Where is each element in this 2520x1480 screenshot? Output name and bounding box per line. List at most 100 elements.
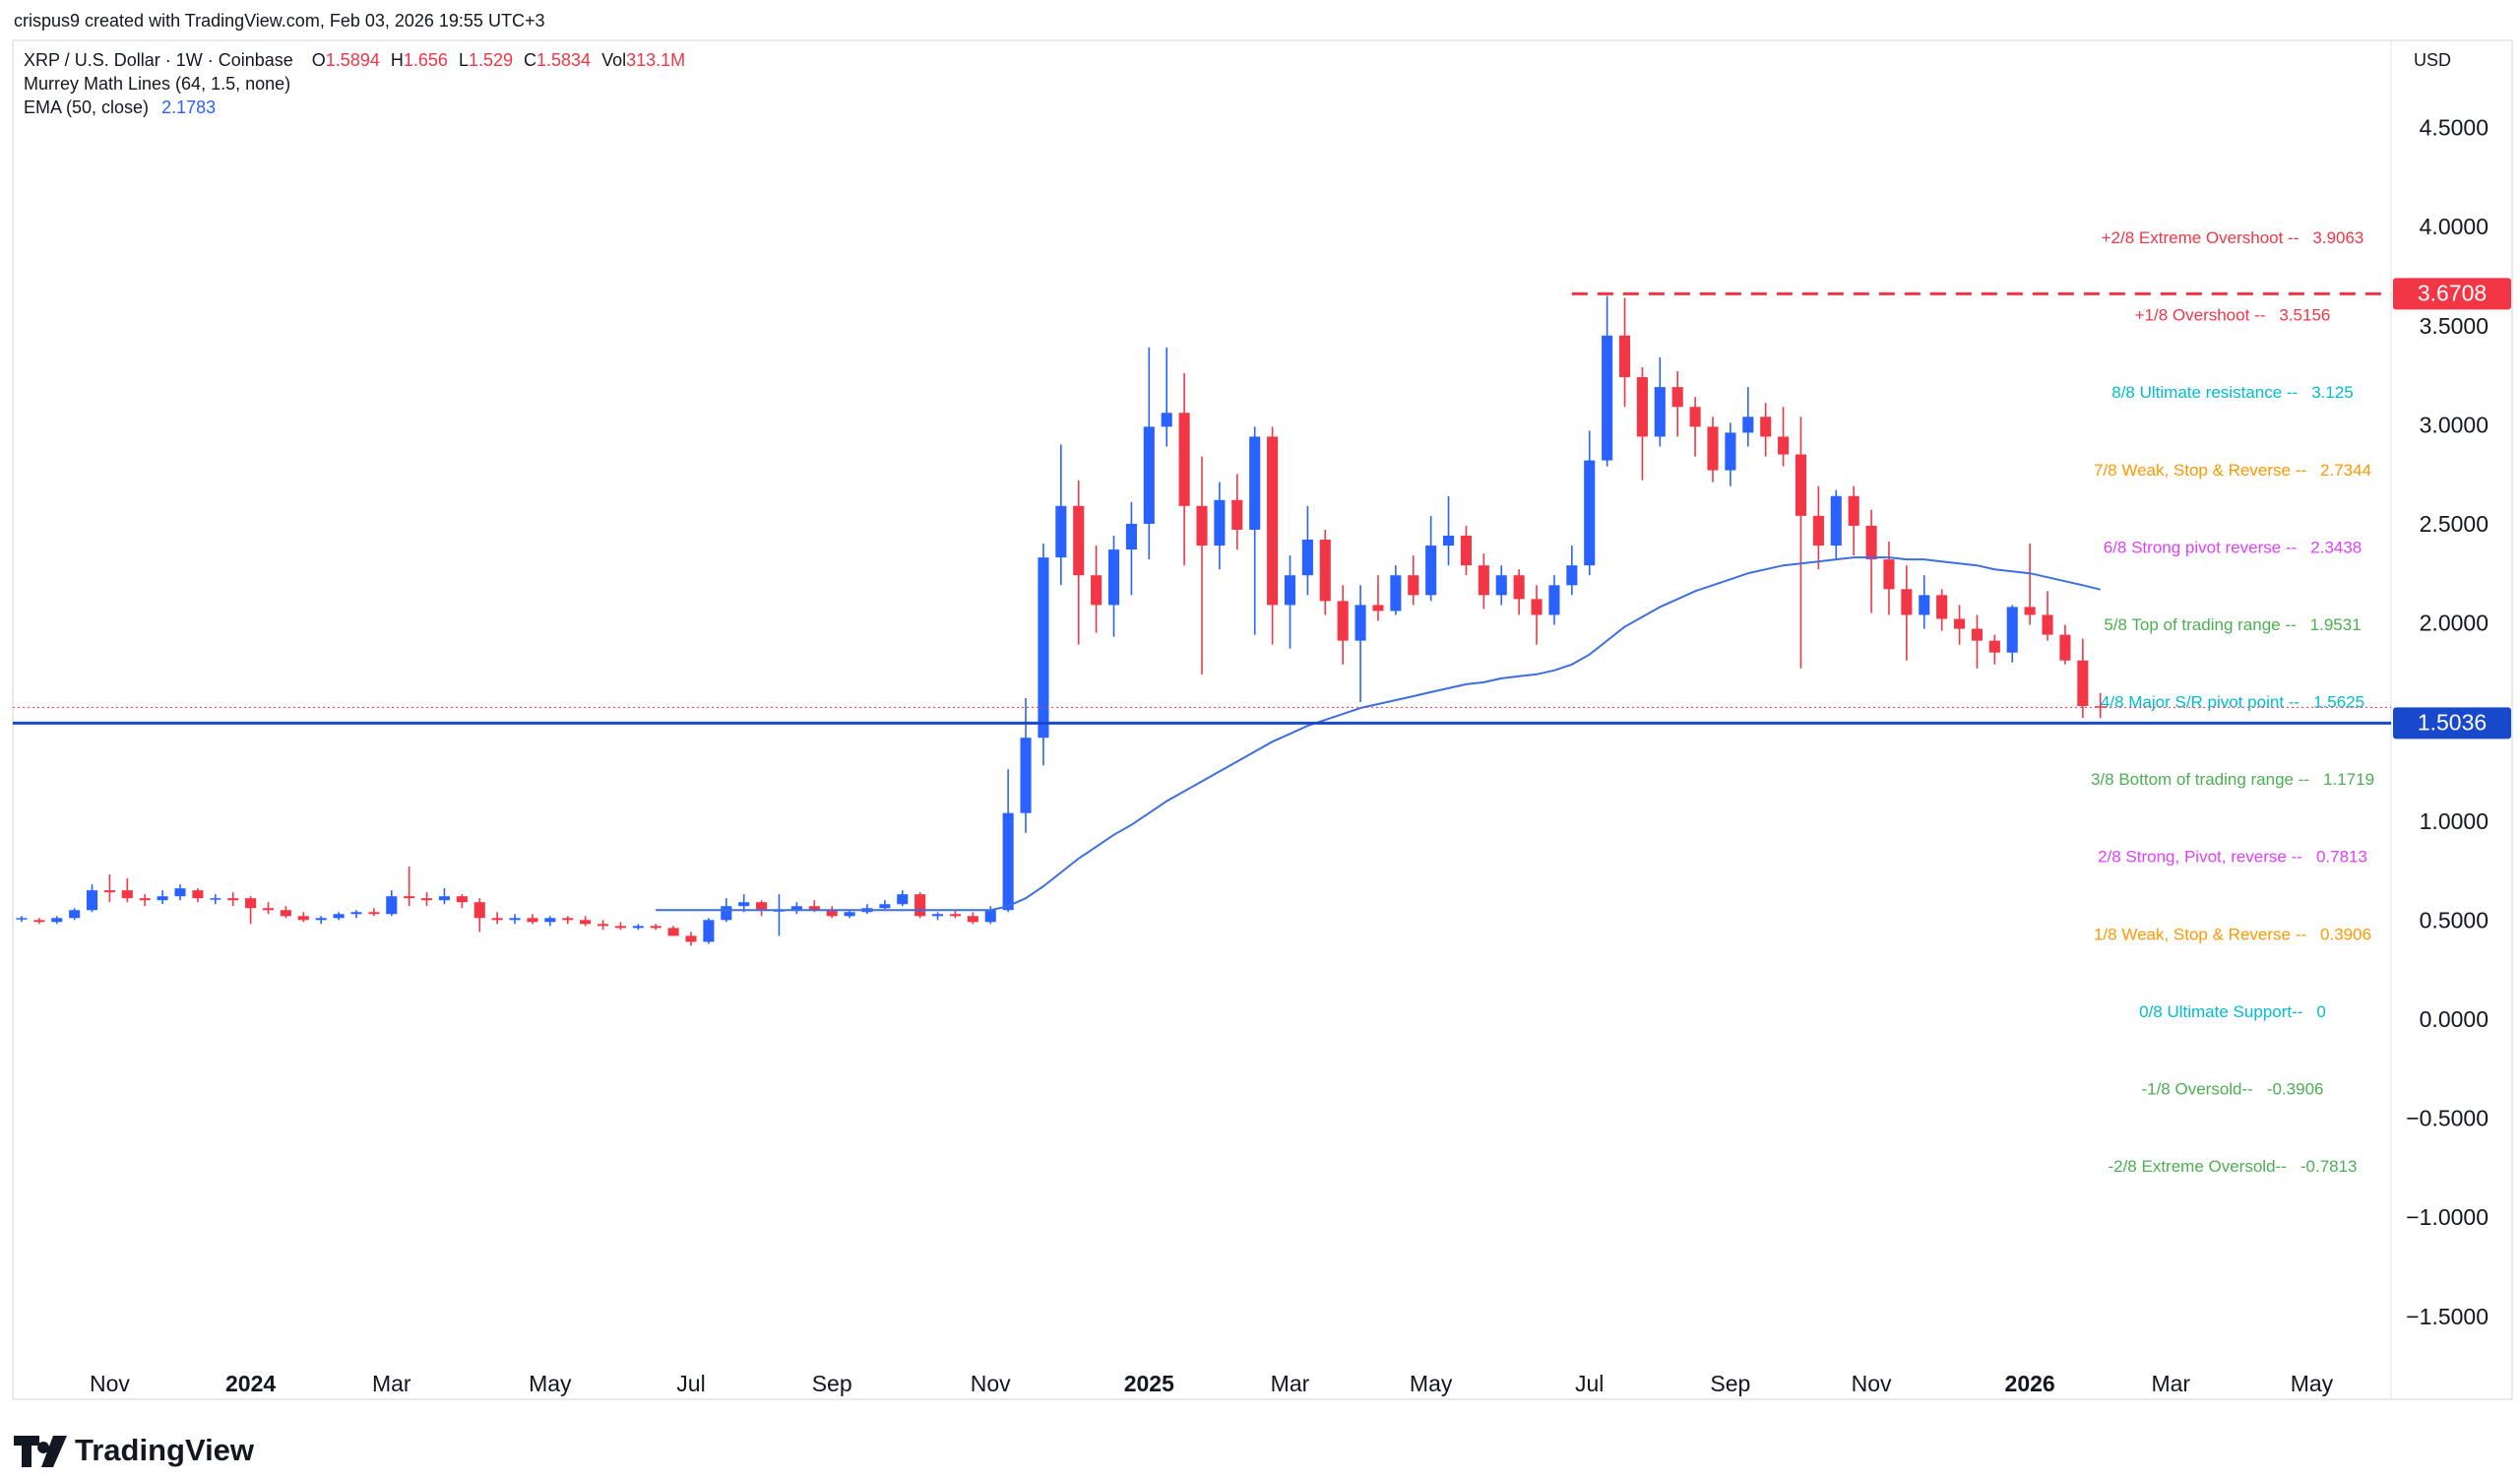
candle-body [1513,575,1525,600]
candle-body [580,920,592,925]
x-tick-label: Mar [1271,1371,1310,1396]
candle-body [879,904,891,909]
candle-body [1267,436,1279,606]
candle-body [1566,565,1578,586]
plot: +2/8 Extreme Overshoot -- 3.9063 +1/8 Over… [13,228,2391,1177]
candle-body [1478,565,1489,596]
candle-body [421,898,433,901]
murrey-level: 1/8 Weak, Stop & Reverse -- 0.3906 [2094,926,2371,944]
candle-body [1107,549,1120,606]
candle-body [2077,660,2089,707]
murrey-level: +2/8 Extreme Overshoot -- 3.9063 [2102,228,2364,247]
price-label: 3.6708 [2418,280,2487,305]
candle-body [2059,634,2071,661]
candle-body [1460,535,1472,566]
murrey-label: 5/8 Top of trading range -- [2104,615,2296,634]
candle-body [350,912,362,915]
y-tick-label: 2.0000 [2420,611,2488,636]
candle-body [1408,575,1419,596]
murrey-level: 0/8 Ultimate Support-- 0 [2139,1002,2326,1021]
candle-body [157,896,168,901]
candle-body [1742,417,1754,433]
candle-body [1214,499,1226,547]
candle-body [404,896,415,899]
candle-body [69,910,81,919]
candle-body [1901,589,1913,615]
price-label-box [2393,278,2511,310]
candle-body [667,928,679,936]
candle-body [1196,505,1208,547]
murrey-value: 3.125 [2311,384,2354,403]
x-tick-label: Mar [2151,1371,2190,1396]
candle-body [1618,335,1631,378]
candle-body [790,906,802,911]
murrey-value: 3.9063 [2312,228,2363,247]
candle-body [16,918,28,920]
candle-body [1495,575,1507,596]
candle-body [1249,436,1261,530]
x-tick-label: Nov [1852,1371,1892,1396]
murrey-level: -1/8 Oversold-- -0.3906 [2141,1080,2323,1099]
candle-body [1760,417,1772,437]
candle-body [1319,540,1331,602]
candle-body [756,902,768,911]
murrey-label: +1/8 Overshoot -- [2135,306,2266,325]
candle-body [1602,335,1613,461]
ema-value: 2.1783 [161,97,216,117]
murrey-level: 7/8 Weak, Stop & Reverse -- 2.7344 [2094,461,2371,480]
x-tick-label: May [2291,1371,2334,1396]
candle-body [1038,557,1049,739]
candle-body [121,890,133,899]
murrey-label: 3/8 Bottom of trading range -- [2091,771,2309,790]
murrey-legend: Murrey Math Lines (64, 1.5, none) [24,74,290,94]
murrey-label: -1/8 Oversold-- [2141,1080,2252,1099]
murrey-value: 2.7344 [2320,461,2371,480]
candle-body [1830,495,1842,547]
x-tick-label: Nov [90,1371,130,1396]
x-tick-label: May [529,1371,572,1396]
candle-body [1372,605,1384,611]
brand-name: TradingView [75,1433,255,1467]
candle-body [1443,535,1455,547]
candle-body [703,920,715,942]
candle-body [1919,595,1930,615]
candle-body [1725,432,1736,471]
candle-body [1178,413,1190,506]
candle-body [51,918,63,923]
candle-body [1425,546,1437,596]
murrey-value: 1.1719 [2323,771,2374,790]
candle-body [1143,426,1155,524]
candle-body [210,898,221,900]
murrey-label: +2/8 Extreme Overshoot -- [2102,228,2300,247]
logo-icon [14,1436,67,1467]
y-tick-label: 3.5000 [2420,313,2488,339]
candle-body [509,918,521,921]
candle-body [333,914,345,919]
candle-body [491,918,503,921]
x-tick-label: Sep [812,1371,852,1396]
candle-body [1812,515,1824,547]
candle-body [1284,575,1296,606]
murrey-label: 4/8 Major S/R pivot point -- [2101,693,2300,712]
candle-body [632,926,644,929]
candle-body [1161,413,1172,427]
x-tick-label: 2024 [225,1371,276,1396]
murrey-label: 6/8 Strong pivot reverse -- [2104,539,2298,557]
watermark: crispus9 created with TradingView.com, F… [14,11,544,31]
candle-body [967,916,978,923]
candle-body [1988,640,2000,653]
murrey-label: 8/8 Ultimate resistance -- [2111,384,2298,403]
y-tick-label: 0.0000 [2420,1006,2488,1032]
murrey-level: 6/8 Strong pivot reverse -- 2.3438 [2104,539,2362,557]
candle-body [297,916,309,921]
price-label-box [2393,707,2511,740]
candle-body [1354,605,1366,641]
candle-body [2006,607,2018,653]
candle-body [527,918,538,923]
candle-body [1636,377,1648,437]
murrey-value: -0.3906 [2267,1080,2324,1099]
candle-body [192,890,204,899]
x-tick-label: Mar [372,1371,411,1396]
candle-body [1531,599,1543,615]
candle-body [1865,525,1877,560]
